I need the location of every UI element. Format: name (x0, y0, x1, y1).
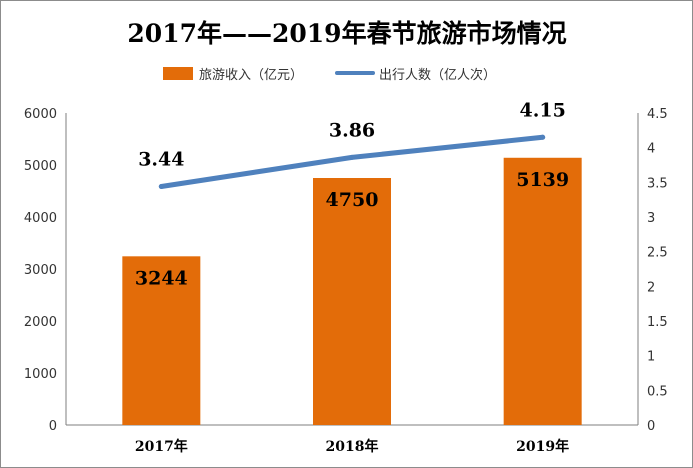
line-value-label: 3.44 (138, 148, 184, 170)
y-right-tick-label: 1.5 (647, 315, 668, 330)
y-right-tick-label: 1 (647, 350, 655, 365)
y-left-tick-label: 3000 (24, 263, 57, 278)
y-left-tick-label: 0 (49, 419, 57, 434)
x-tick-label: 2019年 (516, 438, 569, 455)
line-point (540, 134, 546, 140)
x-tick-label: 2017年 (135, 438, 188, 455)
y-right-tick-label: 3.5 (647, 176, 668, 191)
x-tick-label: 2018年 (326, 438, 379, 455)
bar-value-label: 3244 (135, 267, 188, 289)
y-right-tick-label: 4 (647, 142, 655, 157)
line-point (349, 154, 355, 160)
y-left-tick-label: 5000 (24, 159, 57, 174)
y-left-tick-label: 2000 (24, 315, 57, 330)
axes: 0 1000 2000 3000 4000 5000 6000 0 0.5 1 1.5 2 2.5 3 3.… (24, 107, 668, 455)
bar-value-label: 4750 (326, 189, 379, 211)
y-left-tick-label: 1000 (24, 367, 57, 382)
y-right-tick-label: 2 (647, 280, 655, 295)
y-left-tick-label: 6000 (24, 107, 57, 122)
chart-title: 2017年——2019年春节旅游市场情况 (127, 19, 566, 48)
legend-swatch-revenue (163, 67, 193, 80)
legend-label-revenue: 旅游收入（亿元） (199, 68, 303, 83)
line-value-label: 3.86 (329, 119, 375, 141)
line-point (158, 183, 164, 189)
line-value-label: 4.15 (520, 99, 566, 121)
line-series (158, 134, 546, 189)
y-right-tick-label: 0 (647, 419, 655, 434)
y-right-tick-label: 2.5 (647, 246, 668, 261)
bar (313, 178, 391, 425)
bars (122, 157, 582, 425)
y-right-tick-label: 3 (647, 211, 655, 226)
y-right-tick-label: 4.5 (647, 107, 668, 122)
data-labels: 3244 4750 5139 3.44 3.86 4.15 (135, 99, 569, 289)
legend-label-visitors: 出行人数（亿人次） (379, 67, 496, 83)
bar-value-label: 5139 (516, 169, 569, 191)
y-right-tick-label: 0.5 (647, 384, 668, 399)
legend: 旅游收入（亿元） 出行人数（亿人次） (163, 67, 496, 83)
bar (503, 157, 582, 425)
bar (122, 256, 201, 425)
y-left-tick-label: 4000 (24, 211, 57, 226)
